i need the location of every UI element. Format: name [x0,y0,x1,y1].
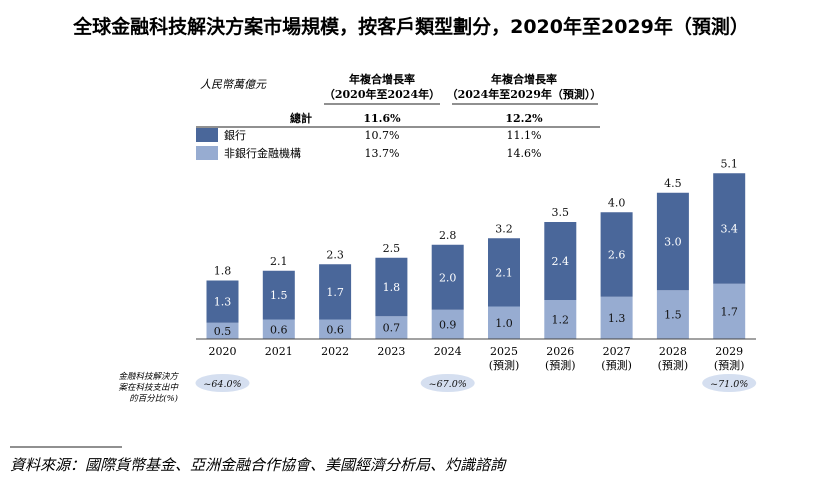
legend-swatch-nonbank [196,146,218,160]
x-tick-sublabel-2027: (預測) [601,358,632,372]
chart-title: 全球金融科技解決方案市場規模，按客戶類型劃分，2020年至2029年（預測） [72,15,749,38]
x-tick-label-2029: 2029 [715,345,743,358]
source-note: 資料來源：國際貨幣基金、亞洲金融合作協會、美國經濟分析局、灼識諮詢 [10,456,507,474]
share-pill-2024 [420,374,475,392]
share-label-line3: 的百分比(%) [129,393,178,404]
bar-bank-2028 [656,192,689,291]
legend-label-nonbank: 非銀行金融機構 [224,146,301,160]
bar-nonbank-2021 [262,319,295,339]
share-pill-2029 [702,374,757,392]
value-label-total-2023: 2.5 [383,242,401,255]
bar-nonbank-2029 [713,283,746,339]
cagr-total-2024-2029: 12.2% [505,112,543,125]
cagr-header-2-line2: （2024年至2029年（預測）） [447,87,602,101]
bar-nonbank-2022 [319,319,352,339]
x-tick-sublabel-2025: (預測) [489,358,520,372]
x-tick-label-2028: 2028 [659,345,687,358]
bar-nonbank-2028 [656,290,689,339]
value-label-nonbank-2023: 0.7 [383,322,401,335]
value-label-nonbank-2027: 1.3 [608,312,626,325]
x-tick-sublabel-2026: (預測) [545,358,576,372]
cagr-bank-2020-2024: 10.7% [365,129,400,142]
value-label-bank-2027: 2.6 [608,249,626,262]
value-label-bank-2024: 2.0 [439,271,457,284]
value-label-total-2021: 2.1 [270,255,288,268]
value-label-bank-2023: 1.8 [383,281,401,294]
value-label-nonbank-2020: 0.5 [214,325,232,338]
bar-bank-2025 [488,238,520,307]
bar-nonbank-2024 [431,309,464,339]
value-label-nonbank-2025: 1.0 [495,317,513,330]
unit-label: 人民幣萬億元 [200,78,267,91]
cagr-bank-2024-2029: 11.1% [507,129,542,142]
x-tick-label-2020: 2020 [209,345,237,358]
bars-group: 0.5 1.3 1.8 0.6 1.5 2.1 0.6 1.7 2.3 0.7 1.8 2.5 0.9 2… [206,157,746,339]
share-label-line2: 案在科技支出中 [118,382,179,393]
value-label-total-2027: 4.0 [608,196,626,209]
share-value-2029: ~71.0% [710,379,748,390]
cagr-nonbank-2024-2029: 14.6% [507,147,542,160]
bar-bank-2020 [206,280,239,323]
bar-bank-2024 [431,244,464,310]
x-tick-label-2021: 2021 [265,345,293,358]
share-value-2020: ~64.0% [203,379,241,390]
value-label-total-2028: 4.5 [664,177,682,190]
bar-bank-2021 [262,270,295,320]
value-label-nonbank-2021: 0.6 [270,323,288,336]
value-label-bank-2029: 3.4 [720,223,738,236]
bar-bank-2022 [319,264,352,320]
legend-swatch-bank [196,128,218,142]
bar-nonbank-2027 [600,296,633,339]
x-tick-label-2027: 2027 [603,345,631,358]
cagr-total-2020-2024: 11.6% [363,112,401,125]
x-tick-sublabel-2029: (預測) [714,358,745,372]
value-label-nonbank-2024: 0.9 [439,318,457,331]
value-label-total-2020: 1.8 [214,265,232,278]
x-tick-label-2024: 2024 [434,345,462,358]
bar-bank-2029 [713,173,746,284]
share-pills: ~64.0% ~67.0% ~71.0% [195,374,757,392]
x-tick-label-2023: 2023 [377,345,405,358]
share-label-line1: 金融科技解決方 [118,371,179,382]
cagr-nonbank-2020-2024: 13.7% [365,147,400,160]
x-tick-label-2026: 2026 [546,345,574,358]
bar-nonbank-2020 [206,322,239,339]
cagr-header-1-line2: （2020年至2024年） [324,87,440,101]
bar-nonbank-2025 [488,306,520,339]
x-axis-labels: 2020 2021 2022 2023 2024 2025(預測)2026(預測)2027… [209,345,745,372]
value-label-nonbank-2029: 1.7 [720,305,738,318]
bar-nonbank-2023 [375,316,408,339]
value-label-nonbank-2026: 1.2 [552,314,570,327]
legend-label-bank: 銀行 [224,128,246,142]
value-label-total-2029: 5.1 [720,157,738,170]
value-label-bank-2028: 3.0 [664,236,682,249]
value-label-total-2026: 3.5 [552,206,570,219]
bar-bank-2026 [544,222,577,300]
value-label-bank-2020: 1.3 [214,296,232,309]
share-value-2024: ~67.0% [429,379,467,390]
value-label-bank-2021: 1.5 [270,289,288,302]
value-label-nonbank-2028: 1.5 [664,309,682,322]
share-pill-2020 [195,374,250,392]
value-label-nonbank-2022: 0.6 [326,323,344,336]
value-label-total-2025: 3.2 [495,222,513,235]
value-label-bank-2025: 2.1 [495,266,513,279]
bar-bank-2027 [600,212,633,297]
x-tick-label-2022: 2022 [321,345,349,358]
legend-total-label: 總計 [290,111,312,125]
bar-nonbank-2026 [544,300,577,339]
value-label-bank-2026: 2.4 [552,255,570,268]
x-tick-label-2025: 2025 [490,345,518,358]
bar-bank-2023 [375,257,408,317]
x-tick-sublabel-2028: (預測) [658,358,689,372]
cagr-header-1-line1: 年複合增長率 [349,72,415,86]
value-label-bank-2022: 1.7 [326,286,344,299]
value-label-total-2022: 2.3 [326,248,344,261]
cagr-header-2-line1: 年複合增長率 [491,72,557,86]
value-label-total-2024: 2.8 [439,229,457,242]
